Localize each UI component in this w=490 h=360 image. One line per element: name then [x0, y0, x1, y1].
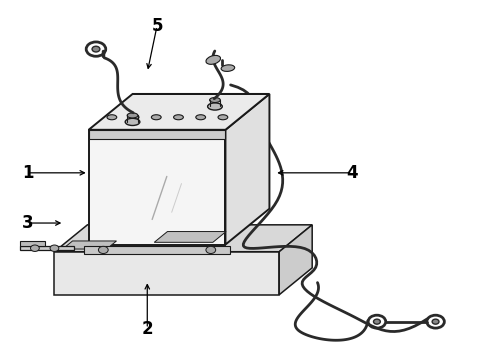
Polygon shape: [20, 241, 45, 246]
Ellipse shape: [210, 98, 220, 103]
Ellipse shape: [107, 115, 117, 120]
Polygon shape: [89, 94, 270, 130]
Circle shape: [98, 246, 108, 253]
Text: 4: 4: [347, 164, 358, 182]
Circle shape: [432, 319, 439, 324]
Ellipse shape: [173, 115, 183, 120]
Circle shape: [92, 46, 100, 52]
Text: 3: 3: [22, 214, 33, 232]
Polygon shape: [154, 231, 226, 242]
Ellipse shape: [221, 65, 235, 71]
Polygon shape: [54, 225, 312, 252]
Text: 5: 5: [151, 17, 163, 35]
Ellipse shape: [206, 55, 220, 64]
Ellipse shape: [196, 115, 206, 120]
Polygon shape: [84, 246, 230, 253]
Polygon shape: [54, 252, 279, 295]
Ellipse shape: [129, 115, 139, 120]
Polygon shape: [63, 241, 117, 249]
Circle shape: [30, 245, 39, 251]
Polygon shape: [225, 94, 270, 244]
Ellipse shape: [151, 115, 161, 120]
Ellipse shape: [127, 113, 138, 118]
Circle shape: [50, 245, 59, 251]
Ellipse shape: [125, 118, 140, 126]
Polygon shape: [279, 225, 312, 295]
Text: 1: 1: [22, 164, 33, 182]
Circle shape: [373, 319, 380, 324]
Polygon shape: [20, 246, 74, 250]
Ellipse shape: [218, 115, 228, 120]
Text: 2: 2: [142, 320, 153, 338]
Ellipse shape: [208, 103, 222, 110]
Polygon shape: [89, 130, 225, 244]
Circle shape: [206, 246, 216, 253]
Polygon shape: [89, 130, 225, 139]
